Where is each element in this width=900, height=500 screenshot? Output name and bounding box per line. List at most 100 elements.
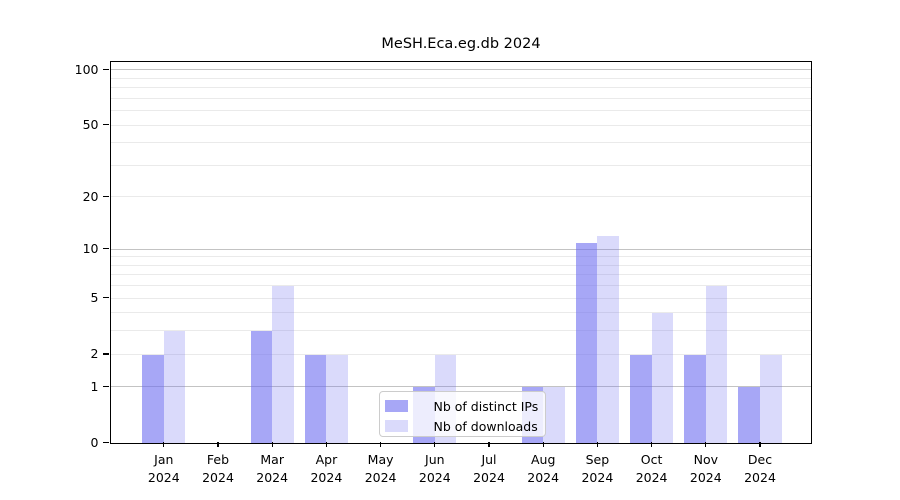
x-tick-year: 2024 xyxy=(581,469,614,485)
legend-swatch-distinct-ips-icon xyxy=(384,400,408,412)
bar-downloads xyxy=(705,286,728,444)
x-tick-label: Feb 2024 xyxy=(190,451,246,486)
bar-distinct-ips xyxy=(575,242,598,444)
y-tick xyxy=(103,248,109,250)
x-tick-month: Nov xyxy=(693,452,718,468)
bars-layer xyxy=(111,62,811,444)
bar-downloads xyxy=(597,236,620,444)
gridline-minor xyxy=(110,97,811,99)
x-tick xyxy=(488,442,490,448)
legend-row-distinct-ips: Nb of distinct IPs xyxy=(384,398,545,414)
x-tick-label: Dec 2024 xyxy=(732,451,788,486)
legend-row-downloads: Nb of downloads xyxy=(384,418,545,434)
gridline-minor xyxy=(110,285,811,287)
x-tick-year: 2024 xyxy=(364,469,397,485)
gridline-minor xyxy=(110,312,811,314)
gridline-minor xyxy=(110,87,811,89)
x-tick-year: 2024 xyxy=(310,469,343,485)
gridline-minor xyxy=(110,330,811,332)
gridline-minor xyxy=(110,164,811,166)
y-tick-label: 10 xyxy=(82,241,99,257)
x-tick xyxy=(379,442,382,448)
x-tick-label: Jun 2024 xyxy=(407,451,463,486)
bar-downloads xyxy=(651,313,674,444)
gridlines-layer xyxy=(110,62,811,444)
bar-downloads xyxy=(163,331,186,444)
x-tick-month: Aug xyxy=(530,452,556,468)
bar-distinct-ips xyxy=(250,331,273,444)
x-tick xyxy=(271,442,273,448)
legend-label-distinct-ips: Nb of distinct IPs xyxy=(433,398,539,414)
gridline-minor xyxy=(110,353,811,355)
gridline-major xyxy=(110,69,811,71)
x-tick-label: Aug 2024 xyxy=(515,451,571,486)
x-tick-year: 2024 xyxy=(635,469,668,485)
x-tick-year: 2024 xyxy=(527,469,560,485)
gridline-minor xyxy=(110,124,811,126)
gridline-minor xyxy=(110,142,811,144)
x-tick-month: Jan xyxy=(154,452,174,468)
x-tick-label: Apr 2024 xyxy=(298,451,354,486)
y-tick xyxy=(103,441,109,444)
x-tick-label: Jan 2024 xyxy=(136,451,192,486)
plot-area: 0 1 2 5 10 20 50 100 Jan 2024 Feb 2024 Mar 2024 Apr 202… xyxy=(75,60,812,485)
bar-downloads xyxy=(272,286,294,444)
chart-title: MeSH.Eca.eg.db 2024 xyxy=(381,36,541,52)
x-tick-year: 2024 xyxy=(418,469,451,485)
x-tick-year: 2024 xyxy=(202,469,234,485)
x-tick-month: Jul xyxy=(481,452,497,468)
x-tick xyxy=(759,442,761,448)
axes-layer: 0 1 2 5 10 20 50 100 Jan 2024 Feb 2024 Mar 2024 Apr 202… xyxy=(75,62,811,485)
y-tick xyxy=(103,195,109,198)
bar-distinct-ips xyxy=(738,387,760,444)
gridline-minor xyxy=(110,77,811,79)
bar-downloads xyxy=(326,354,349,444)
x-tick-month: May xyxy=(367,452,394,468)
y-tick-label: 2 xyxy=(90,346,99,362)
x-tick-label: Mar 2024 xyxy=(244,451,300,486)
gridline-minor xyxy=(110,274,811,276)
x-tick xyxy=(705,442,707,448)
x-tick-year: 2024 xyxy=(689,469,722,485)
y-tick xyxy=(103,297,109,299)
x-tick-month: Oct xyxy=(640,452,663,468)
x-tick xyxy=(596,442,599,448)
y-tick xyxy=(103,353,109,355)
x-tick-month: Mar xyxy=(260,452,284,468)
y-tick-label: 0 xyxy=(90,434,99,450)
x-tick-month: Jun xyxy=(425,452,445,468)
bar-downloads xyxy=(760,354,782,444)
x-tick-year: 2024 xyxy=(473,469,505,485)
bar-downloads xyxy=(543,387,565,444)
x-tick xyxy=(217,442,219,448)
bar-distinct-ips xyxy=(629,354,652,444)
y-tick xyxy=(103,124,109,126)
gridline-minor xyxy=(110,256,811,258)
x-tick-label: Sep 2024 xyxy=(569,451,625,486)
x-tick-month: Sep xyxy=(585,452,610,468)
x-tick xyxy=(163,442,165,448)
y-tick-label: 5 xyxy=(90,290,99,306)
gridline-minor xyxy=(110,297,811,299)
x-tick-month: Feb xyxy=(206,452,230,468)
bar-distinct-ips xyxy=(684,354,706,444)
x-tick-month: Dec xyxy=(747,452,773,468)
x-tick xyxy=(650,442,653,448)
gridline-minor xyxy=(110,196,811,198)
y-tick xyxy=(103,68,109,71)
bar-distinct-ips xyxy=(304,354,327,444)
y-tick-label: 1 xyxy=(90,378,99,394)
x-tick-year: 2024 xyxy=(744,469,776,485)
gridline-major xyxy=(110,248,811,250)
gridline-minor xyxy=(110,264,811,266)
y-tick xyxy=(103,385,109,388)
y-tick-label: 50 xyxy=(82,117,99,133)
x-tick xyxy=(434,442,436,448)
gridline-major xyxy=(110,386,811,388)
legend-label-downloads: Nb of downloads xyxy=(433,418,538,434)
x-tick-month: Apr xyxy=(315,452,338,468)
x-tick-year: 2024 xyxy=(256,469,289,485)
y-tick-label: 100 xyxy=(74,61,99,77)
x-tick-year: 2024 xyxy=(147,469,180,485)
